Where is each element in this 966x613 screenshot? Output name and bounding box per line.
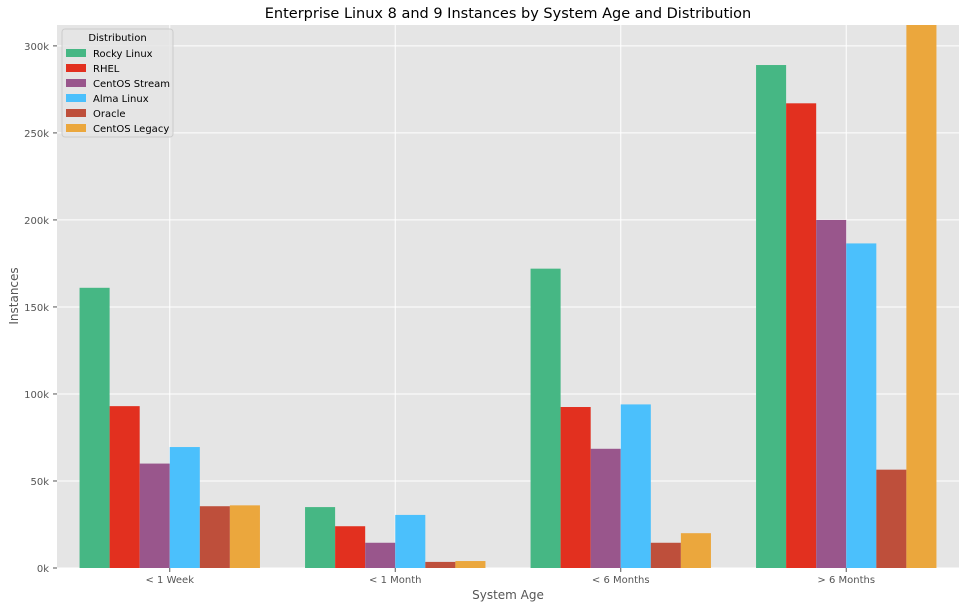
bar <box>816 219 847 568</box>
legend-swatch <box>66 64 86 72</box>
x-tick-label: < 1 Week <box>146 575 195 586</box>
bar <box>109 406 140 568</box>
x-axis-label: System Age <box>472 588 544 602</box>
bar <box>395 514 426 568</box>
legend: Distribution Rocky Linux RHEL CentOS Stream… <box>61 28 174 138</box>
bar <box>425 561 456 568</box>
bar <box>229 505 260 568</box>
legend-swatch <box>66 49 86 57</box>
bar <box>756 65 787 569</box>
legend-label: CentOS Stream <box>93 79 170 90</box>
bars <box>79 25 937 569</box>
x-tick-label: > 6 Months <box>817 575 875 586</box>
bar <box>365 542 396 568</box>
bar <box>455 561 486 568</box>
bar <box>79 287 110 568</box>
legend-label: RHEL <box>93 64 120 75</box>
legend-label: Oracle <box>93 109 126 120</box>
bar <box>620 404 651 568</box>
legend-box <box>61 28 174 138</box>
legend-label: Rocky Linux <box>93 49 153 60</box>
y-axis: 0k 50k 100k 150k 200k 250k 300k <box>24 42 57 575</box>
bar <box>305 507 336 568</box>
y-tick-label: 0k <box>37 564 49 575</box>
y-tick-label: 300k <box>24 42 49 53</box>
bar <box>590 448 621 568</box>
legend-swatch <box>66 94 86 102</box>
bar <box>335 526 366 568</box>
x-tick-label: < 1 Month <box>369 575 421 586</box>
bar <box>169 447 200 568</box>
bar <box>650 542 681 568</box>
bar <box>786 103 817 568</box>
y-tick-label: 150k <box>24 303 49 314</box>
bar <box>680 533 711 568</box>
legend-swatch <box>66 124 86 132</box>
legend-label: CentOS Legacy <box>93 124 169 135</box>
bar <box>846 243 877 568</box>
legend-label: Alma Linux <box>93 94 149 105</box>
bar <box>560 407 591 568</box>
bar <box>199 506 230 568</box>
x-tick-label: < 6 Months <box>592 575 650 586</box>
legend-swatch <box>66 109 86 117</box>
y-tick-label: 50k <box>30 477 49 488</box>
x-axis: < 1 Week < 1 Month < 6 Months > 6 Months <box>146 568 875 586</box>
y-axis-label: Instances <box>7 267 21 324</box>
chart-title: Enterprise Linux 8 and 9 Instances by Sy… <box>265 6 751 22</box>
legend-swatch <box>66 79 86 87</box>
y-tick-label: 100k <box>24 390 49 401</box>
bar <box>876 469 907 568</box>
bar <box>139 463 170 568</box>
y-tick-label: 250k <box>24 129 49 140</box>
y-tick-label: 200k <box>24 216 49 227</box>
legend-title: Distribution <box>88 33 146 44</box>
bar <box>906 25 937 568</box>
bar <box>530 268 561 568</box>
